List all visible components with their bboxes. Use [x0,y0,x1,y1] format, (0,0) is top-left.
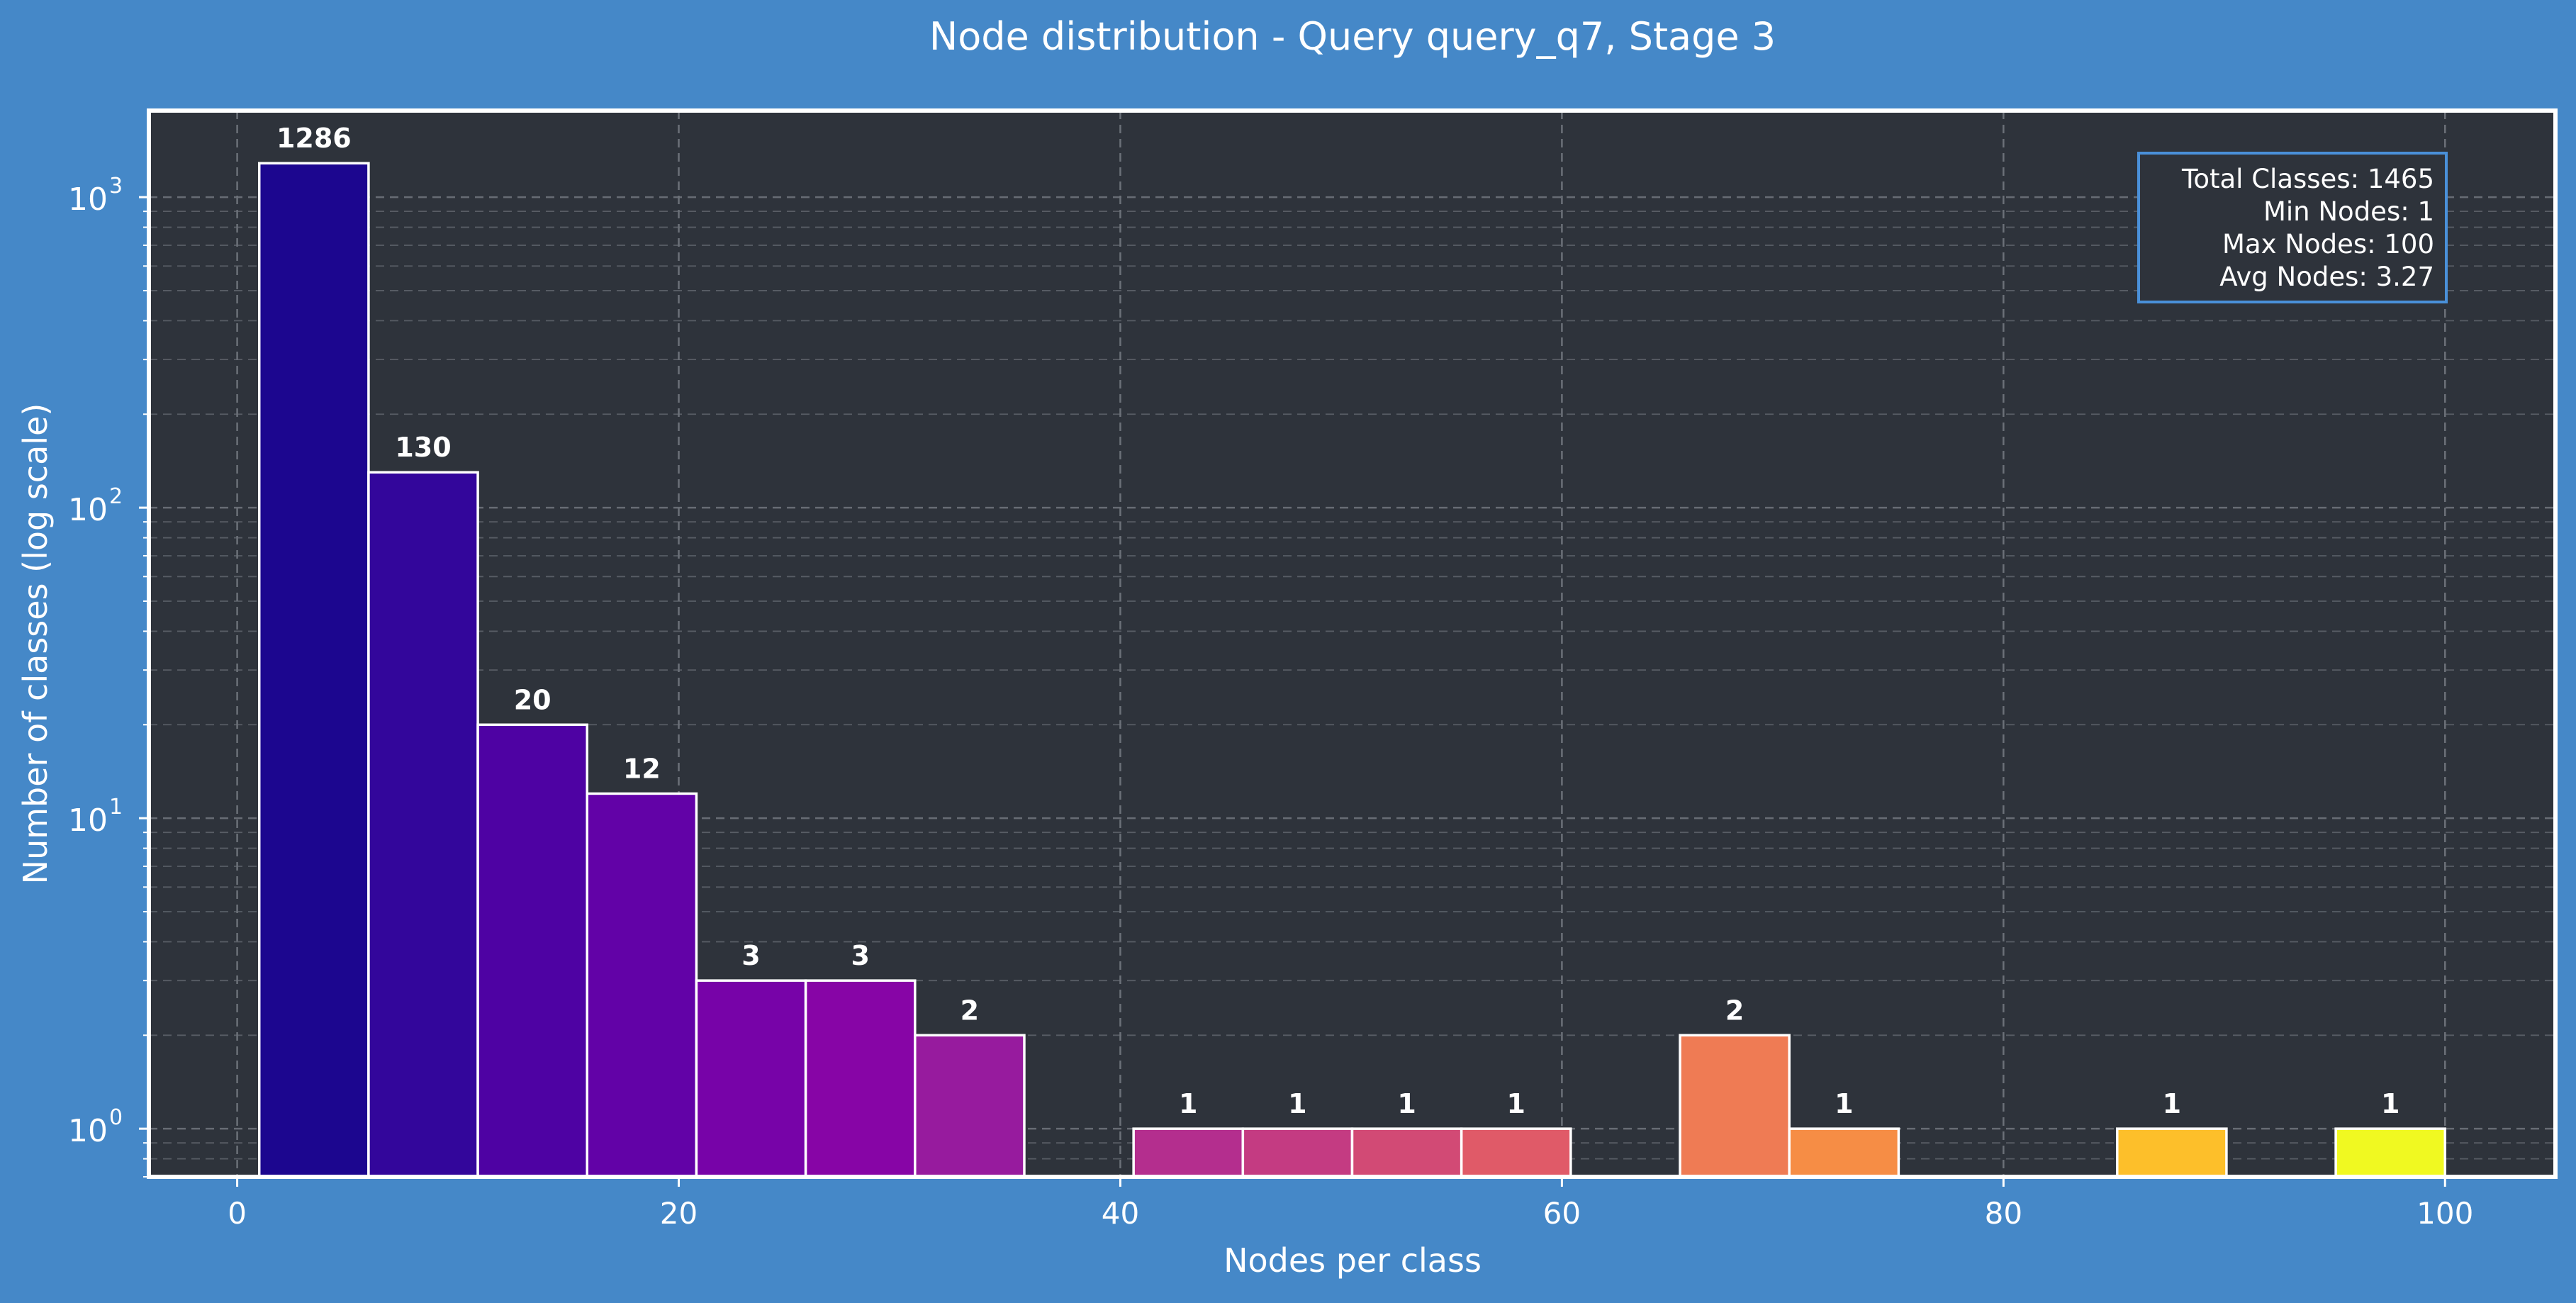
x-tick-label: 60 [1543,1196,1581,1231]
y-axis-label: Number of classes (log scale) [16,403,55,885]
bar-value-label: 1 [2381,1088,2399,1119]
histogram-bar [1350,1127,1463,1178]
x-axis-ticks: 0 20 40 60 80 100 [228,1177,2473,1231]
histogram-bar [367,471,479,1178]
bar-value-label: 1 [1507,1088,1525,1119]
y-tick-label: 10 [68,181,108,218]
histogram-bar [476,723,589,1178]
chart-title: Node distribution - Query query_q7, Stag… [929,14,1776,59]
x-tick-label: 0 [228,1196,247,1231]
stat-max-nodes: Max Nodes: 100 [2222,229,2434,259]
bar-value-label: 130 [395,432,451,463]
stat-min-nodes: Min Nodes: 1 [2263,196,2434,227]
y-tick-label: 10 [68,803,108,839]
x-tick-label: 80 [1985,1196,2022,1231]
histogram-bar [1788,1127,1900,1178]
stat-total-classes: Total Classes: 1465 [2181,164,2434,194]
bar-value-label: 20 [514,684,551,715]
histogram-bar [257,162,370,1178]
bars [257,162,2447,1178]
y-tick-exponent: 2 [109,484,123,509]
bar-value-label: 3 [851,940,869,971]
plot-frame [147,108,2558,1179]
histogram-bar [586,792,698,1178]
bar-value-label: 1 [2163,1088,2181,1119]
stats-box-frame [2137,152,2448,303]
y-tick-exponent: 1 [109,795,123,820]
histogram-bar [914,1034,1026,1178]
histogram-bar [2334,1127,2447,1178]
histogram-bar [1241,1127,1354,1178]
bar-value-label: 1 [1179,1088,1197,1119]
bar-value-label: 1286 [276,123,352,154]
y-tick-exponent: 3 [109,174,123,198]
x-tick-label: 100 [2417,1196,2473,1231]
bar-value-label: 1 [1397,1088,1416,1119]
histogram-bar [1679,1034,1791,1178]
y-tick-exponent: 0 [109,1105,123,1130]
bar-value-label: 1 [1835,1088,1853,1119]
bar-value-label: 2 [1725,995,1744,1026]
bar-value-label: 1 [1288,1088,1306,1119]
stat-avg-nodes: Avg Nodes: 3.27 [2219,262,2434,292]
x-tick-label: 20 [660,1196,698,1231]
histogram-bar [695,979,807,1178]
bar-value-label: 2 [961,995,979,1026]
x-tick-label: 40 [1102,1196,1139,1231]
stats-box: Total Classes: 1465 Min Nodes: 1 Max Nod… [2137,152,2448,303]
histogram-bar [1460,1127,1572,1178]
histogram-bar [1132,1127,1245,1178]
histogram-bar [2115,1127,2228,1178]
bar-value-label: 12 [623,753,661,784]
bar-value-label: 3 [741,940,760,971]
y-tick-label: 10 [68,1113,108,1149]
y-tick-label: 10 [68,492,108,528]
x-axis-label: Nodes per class [1223,1241,1482,1280]
histogram-bar [804,979,917,1178]
